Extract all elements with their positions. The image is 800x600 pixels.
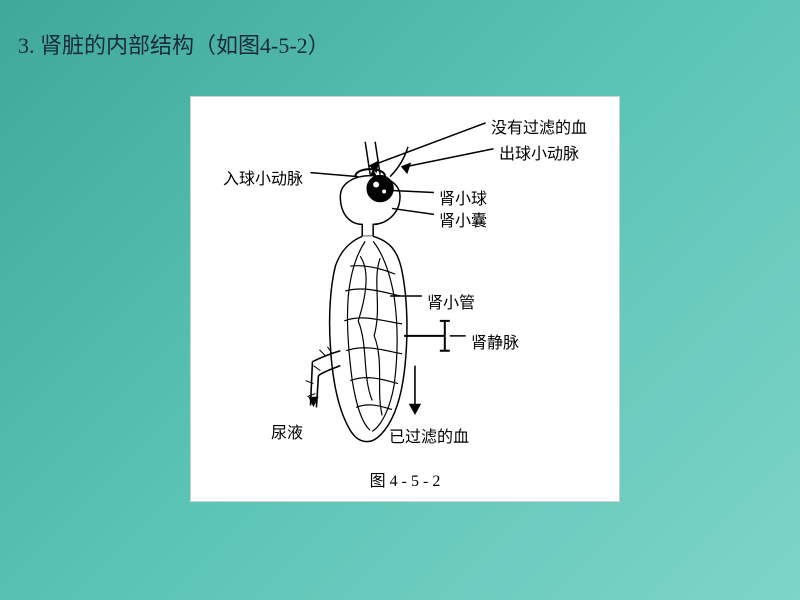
label-afferent-arteriole: 入球小动脉 — [223, 165, 303, 189]
page-title: 3. 肾脏的内部结构（如图4-5-2） — [18, 28, 330, 60]
label-efferent-arteriole: 出球小动脉 — [499, 140, 579, 164]
figure-caption: 图 4 - 5 - 2 — [191, 467, 619, 491]
label-unfiltered-blood: 没有过滤的血 — [491, 114, 587, 138]
label-renal-tubule: 肾小管 — [427, 289, 475, 313]
nephron-figure: 没有过滤的血 出球小动脉 入球小动脉 肾小球 肾小囊 肾小管 肾静脉 尿液 已过… — [190, 96, 620, 502]
label-bowmans-capsule: 肾小囊 — [439, 207, 487, 231]
label-filtered-blood: 已过滤的血 — [389, 423, 469, 447]
label-urine: 尿液 — [271, 419, 303, 443]
label-glomerulus: 肾小球 — [439, 185, 487, 209]
label-renal-vein: 肾静脉 — [471, 329, 519, 353]
